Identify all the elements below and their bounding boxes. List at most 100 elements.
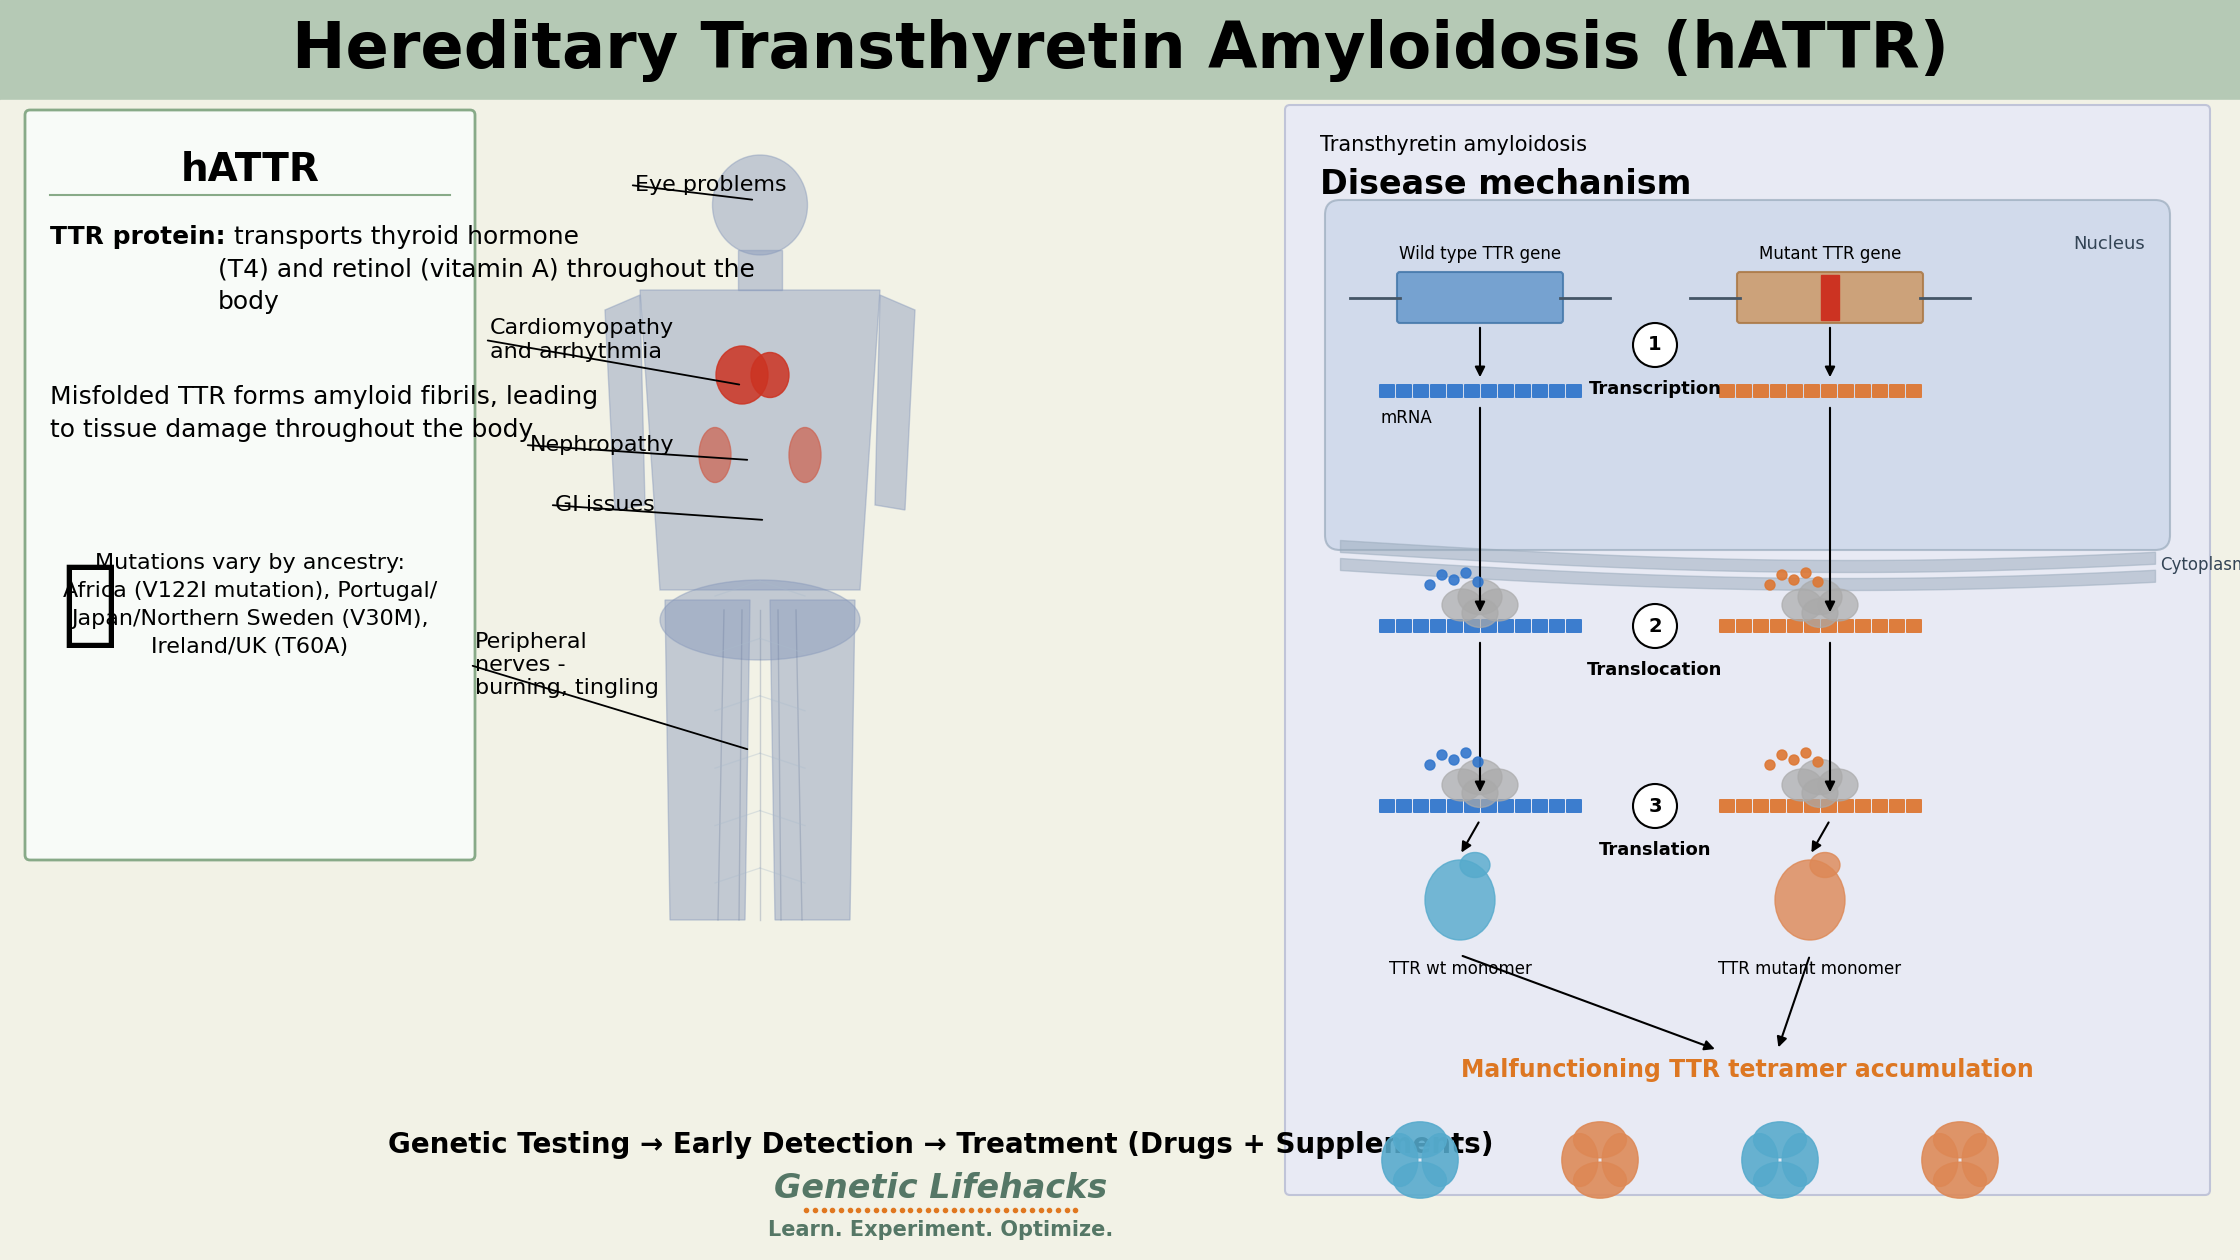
Ellipse shape [1572,1162,1626,1198]
Ellipse shape [1819,769,1857,801]
FancyBboxPatch shape [1788,799,1803,813]
Ellipse shape [750,353,788,397]
Polygon shape [641,290,880,590]
FancyBboxPatch shape [1803,799,1819,813]
FancyBboxPatch shape [1736,272,1922,323]
Ellipse shape [717,346,768,404]
Text: transports thyroid hormone
(T4) and retinol (vitamin A) throughout the
body: transports thyroid hormone (T4) and reti… [217,226,755,314]
Ellipse shape [699,427,730,483]
Text: TTR protein:: TTR protein: [49,226,226,249]
FancyBboxPatch shape [1286,105,2211,1194]
FancyBboxPatch shape [1413,799,1429,813]
Text: Cytoplasm: Cytoplasm [2159,556,2240,575]
Text: Mutations vary by ancestry:
Africa (V122I mutation), Portugal/
Japan/Northern Sw: Mutations vary by ancestry: Africa (V122… [63,553,437,656]
FancyBboxPatch shape [1770,799,1785,813]
Text: Translation: Translation [1599,840,1711,859]
Circle shape [1425,580,1436,590]
Text: Misfolded TTR forms amyloid fibrils, leading
to tissue damage throughout the bod: Misfolded TTR forms amyloid fibrils, lea… [49,386,598,441]
FancyBboxPatch shape [1499,799,1514,813]
FancyBboxPatch shape [1481,619,1496,633]
FancyBboxPatch shape [1754,619,1770,633]
FancyBboxPatch shape [1821,619,1837,633]
Ellipse shape [1801,598,1839,627]
Ellipse shape [1799,580,1841,615]
FancyBboxPatch shape [1499,384,1514,398]
Text: TTR mutant monomer: TTR mutant monomer [1718,960,1902,978]
Ellipse shape [1458,580,1503,615]
Text: Wild type TTR gene: Wild type TTR gene [1400,244,1561,263]
FancyBboxPatch shape [1514,799,1530,813]
FancyBboxPatch shape [1888,799,1904,813]
FancyBboxPatch shape [1566,619,1581,633]
FancyBboxPatch shape [1754,799,1770,813]
Text: 1: 1 [1649,335,1662,354]
FancyBboxPatch shape [1873,619,1888,633]
Ellipse shape [1425,861,1494,940]
Text: Transcription: Transcription [1588,381,1720,398]
FancyBboxPatch shape [1888,384,1904,398]
FancyBboxPatch shape [1380,619,1396,633]
Polygon shape [605,295,645,510]
FancyBboxPatch shape [1873,384,1888,398]
Circle shape [1776,570,1788,580]
FancyBboxPatch shape [1906,619,1922,633]
FancyBboxPatch shape [1447,619,1463,633]
FancyBboxPatch shape [1888,619,1904,633]
FancyBboxPatch shape [1447,384,1463,398]
Text: Nucleus: Nucleus [2074,236,2146,253]
FancyBboxPatch shape [1855,384,1870,398]
Ellipse shape [1572,1121,1626,1158]
FancyBboxPatch shape [1770,384,1785,398]
Bar [0,0,2240,100]
FancyBboxPatch shape [1429,384,1447,398]
Ellipse shape [1743,1134,1779,1187]
Ellipse shape [1393,1162,1447,1198]
FancyBboxPatch shape [1380,799,1396,813]
Circle shape [1765,760,1774,770]
FancyBboxPatch shape [1754,384,1770,398]
Text: hATTR: hATTR [181,151,320,189]
FancyBboxPatch shape [1566,384,1581,398]
FancyBboxPatch shape [1803,384,1819,398]
Circle shape [1425,760,1436,770]
Circle shape [1460,568,1472,578]
Ellipse shape [1602,1134,1637,1187]
Circle shape [1460,748,1472,759]
FancyBboxPatch shape [1465,619,1481,633]
Text: Nephropathy: Nephropathy [531,435,674,455]
Ellipse shape [661,580,860,660]
Text: Genetic Testing → Early Detection → Treatment (Drugs + Supplements): Genetic Testing → Early Detection → Trea… [388,1131,1494,1159]
Circle shape [1438,750,1447,760]
FancyBboxPatch shape [1736,799,1752,813]
FancyBboxPatch shape [1821,384,1837,398]
Text: Genetic Lifehacks: Genetic Lifehacks [775,1172,1107,1205]
Circle shape [1765,580,1774,590]
Ellipse shape [1463,779,1499,808]
FancyBboxPatch shape [1839,799,1855,813]
Ellipse shape [1443,769,1483,801]
FancyBboxPatch shape [25,110,475,861]
Ellipse shape [1933,1121,1987,1158]
FancyBboxPatch shape [1855,799,1870,813]
Ellipse shape [1443,588,1483,621]
Ellipse shape [1774,861,1846,940]
Ellipse shape [712,155,806,255]
FancyBboxPatch shape [1770,619,1785,633]
FancyBboxPatch shape [1718,799,1736,813]
FancyBboxPatch shape [1906,799,1922,813]
Circle shape [1776,750,1788,760]
Text: 🌍: 🌍 [63,559,119,651]
FancyBboxPatch shape [1906,384,1922,398]
Text: 3: 3 [1649,796,1662,815]
FancyBboxPatch shape [1788,384,1803,398]
Polygon shape [876,295,914,510]
Ellipse shape [1783,1134,1819,1187]
Text: Peripheral
nerves -
burning, tingling: Peripheral nerves - burning, tingling [475,631,659,698]
FancyBboxPatch shape [1550,619,1566,633]
FancyBboxPatch shape [1873,799,1888,813]
Ellipse shape [1382,1134,1418,1187]
Ellipse shape [1754,1162,1805,1198]
FancyBboxPatch shape [1532,384,1548,398]
FancyBboxPatch shape [1788,619,1803,633]
Circle shape [1812,757,1823,767]
